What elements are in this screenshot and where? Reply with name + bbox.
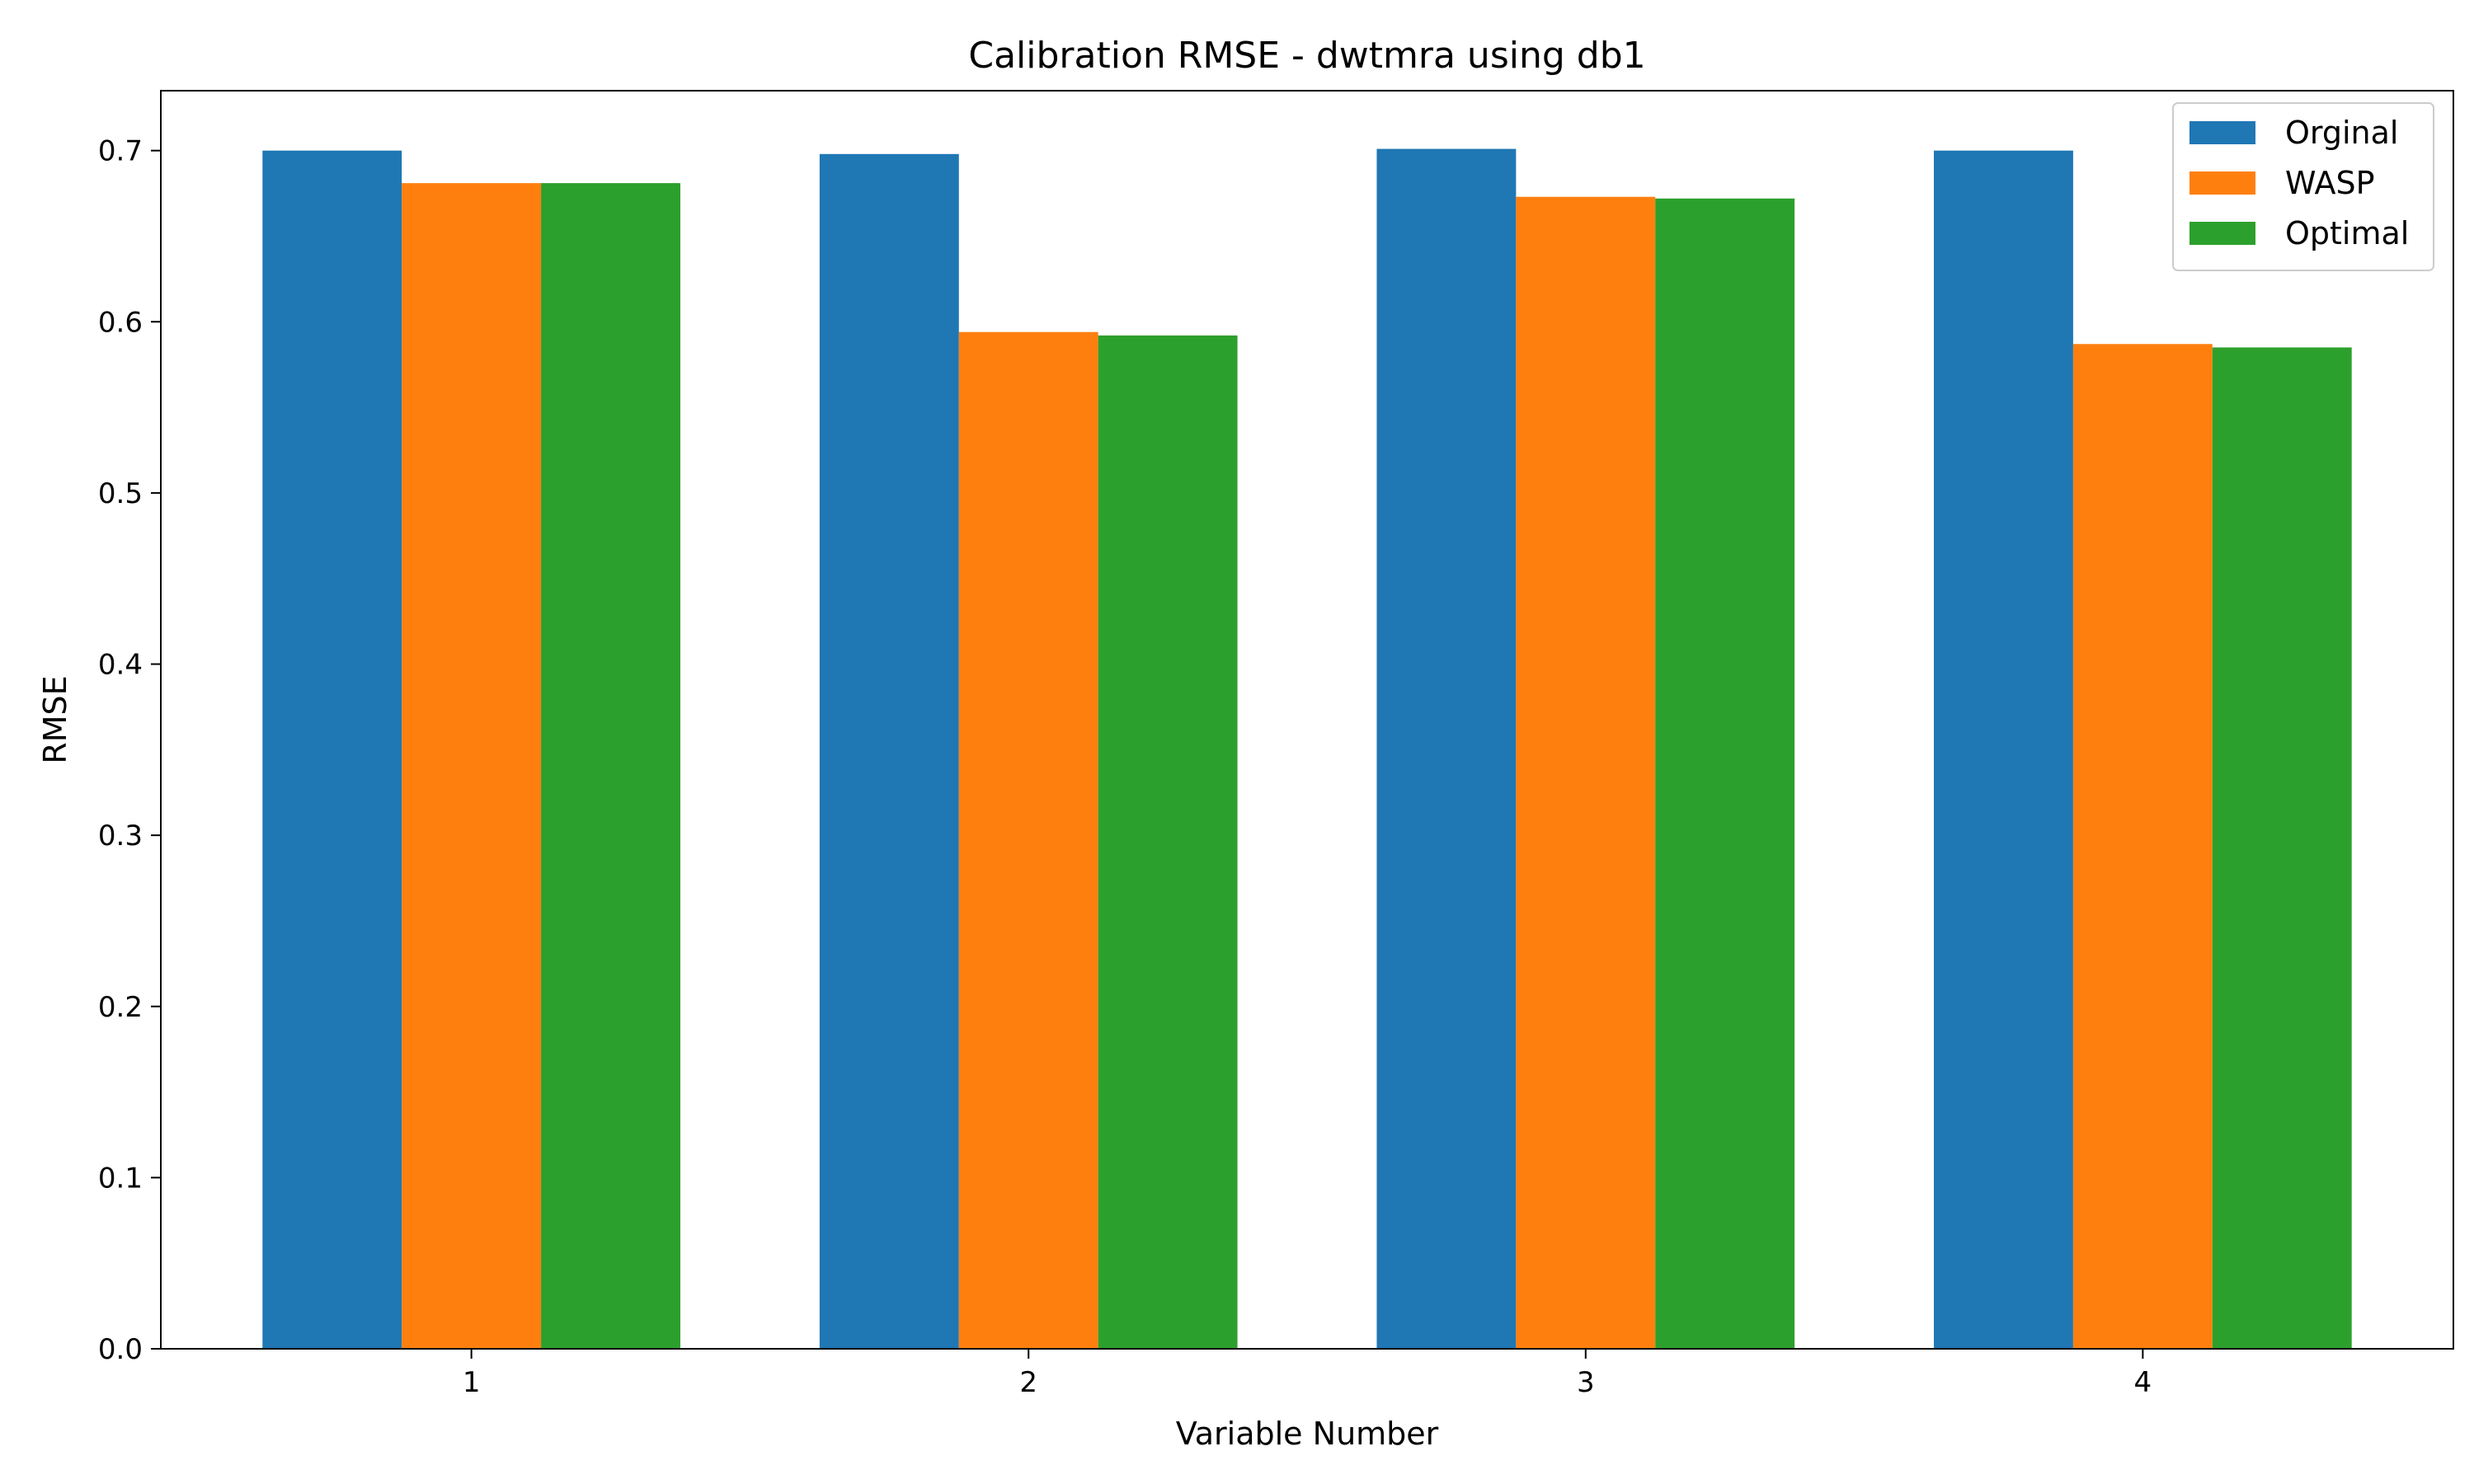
bar-orginal-4 [1934, 150, 2073, 1350]
bar-wasp-3 [1516, 196, 1656, 1349]
bar-optimal-3 [1655, 198, 1795, 1349]
legend-swatch-optimal [2189, 222, 2255, 245]
x-tick-label: 1 [463, 1366, 481, 1399]
y-tick-label: 0.3 [98, 819, 143, 852]
bar-wasp-1 [402, 183, 542, 1350]
bar-orginal-2 [819, 153, 959, 1349]
x-tick-label: 2 [1019, 1366, 1037, 1399]
y-tick-label: 0.5 [98, 477, 143, 510]
bar-orginal-3 [1376, 148, 1517, 1350]
y-tick-label: 0.4 [98, 649, 143, 682]
legend-swatch-orginal [2189, 121, 2255, 144]
y-tick-label: 0.0 [98, 1333, 143, 1366]
bar-optimal-4 [2212, 347, 2352, 1349]
legend-label-optimal: Optimal [2285, 215, 2409, 251]
y-axis-label: RMSE [37, 675, 73, 763]
plot-area-frame [160, 90, 2454, 1350]
legend-label-orginal: Orginal [2285, 115, 2398, 151]
bar-wasp-4 [2072, 344, 2213, 1350]
legend-label-wasp: WASP [2285, 165, 2375, 201]
bar-optimal-2 [1098, 335, 1238, 1349]
y-tick-label: 0.6 [98, 306, 143, 339]
bar-orginal-1 [262, 150, 402, 1350]
chart-title: Calibration RMSE - dwtmra using db1 [968, 35, 1645, 77]
y-tick-label: 0.1 [98, 1162, 143, 1195]
y-tick-label: 0.7 [98, 135, 143, 168]
legend: Orginal WASP Optimal [2172, 102, 2434, 271]
bar-wasp-2 [958, 331, 1098, 1349]
x-tick-label: 4 [2134, 1366, 2152, 1399]
legend-swatch-wasp [2189, 171, 2255, 195]
bars-group [262, 148, 2352, 1350]
y-tick-label: 0.2 [98, 991, 143, 1024]
x-tick-label: 3 [1577, 1366, 1595, 1399]
bar-optimal-1 [541, 183, 680, 1350]
x-axis: 1 2 3 4 [463, 1349, 2152, 1399]
x-axis-label: Variable Number [1176, 1416, 1439, 1452]
y-axis: 0.0 0.1 0.2 0.3 0.4 0.5 0.6 0.7 [98, 135, 161, 1366]
